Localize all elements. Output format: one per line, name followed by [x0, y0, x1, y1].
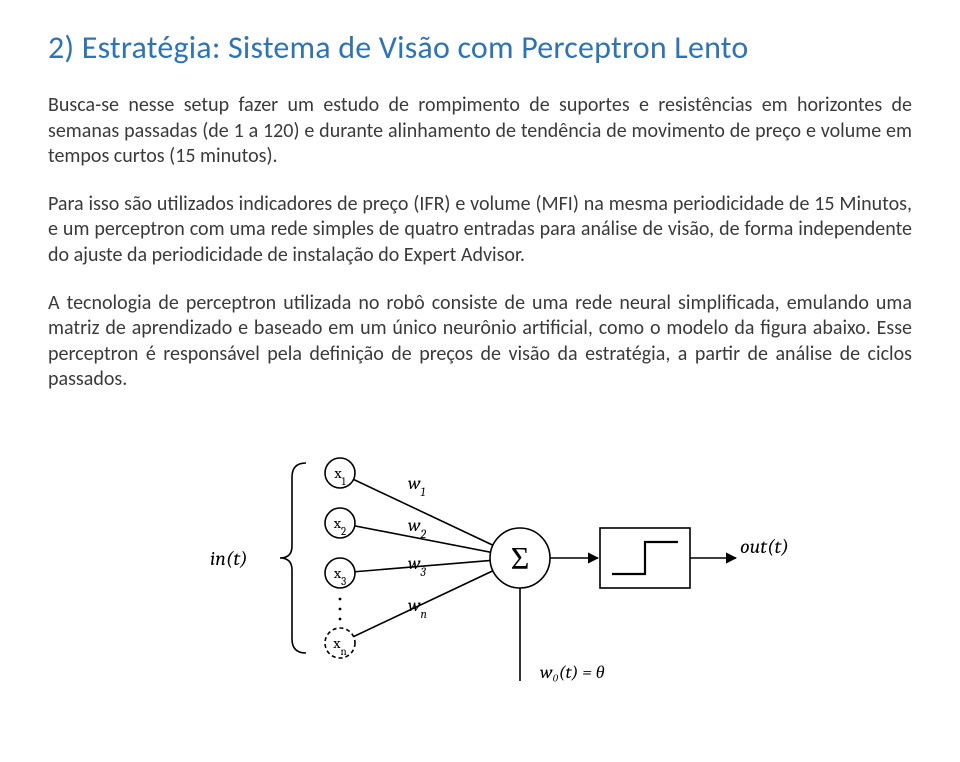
- bias-label: w₀(t) = θ: [540, 662, 605, 683]
- output-label: out(t): [740, 535, 789, 558]
- input-vector-label: in(t): [210, 547, 248, 570]
- paragraph-1: Busca-se nesse setup fazer um estudo de …: [48, 93, 912, 170]
- paragraph-3: A tecnologia de perceptron utilizada no …: [48, 291, 912, 393]
- perceptron-figure: in(t)x1x2x3xnw1w2w3wnΣw₀(t) = θout(t): [48, 433, 912, 693]
- ellipsis-dot-2: [339, 618, 342, 621]
- document-page: 2) Estratégia: Sistema de Visão com Perc…: [0, 0, 960, 733]
- perceptron-diagram: in(t)x1x2x3xnw1w2w3wnΣw₀(t) = θout(t): [140, 433, 820, 693]
- weight-label-w1: w1: [408, 473, 426, 499]
- ellipsis-dot-1: [339, 608, 342, 611]
- input-brace: [280, 463, 306, 653]
- weight-label-w3: w3: [408, 553, 427, 579]
- ellipsis-dot-0: [339, 598, 342, 601]
- sum-symbol: Σ: [511, 540, 530, 577]
- paragraph-2: Para isso são utilizados indicadores de …: [48, 192, 912, 269]
- weight-label-wn: wn: [408, 595, 427, 621]
- section-heading: 2) Estratégia: Sistema de Visão com Perc…: [48, 28, 912, 67]
